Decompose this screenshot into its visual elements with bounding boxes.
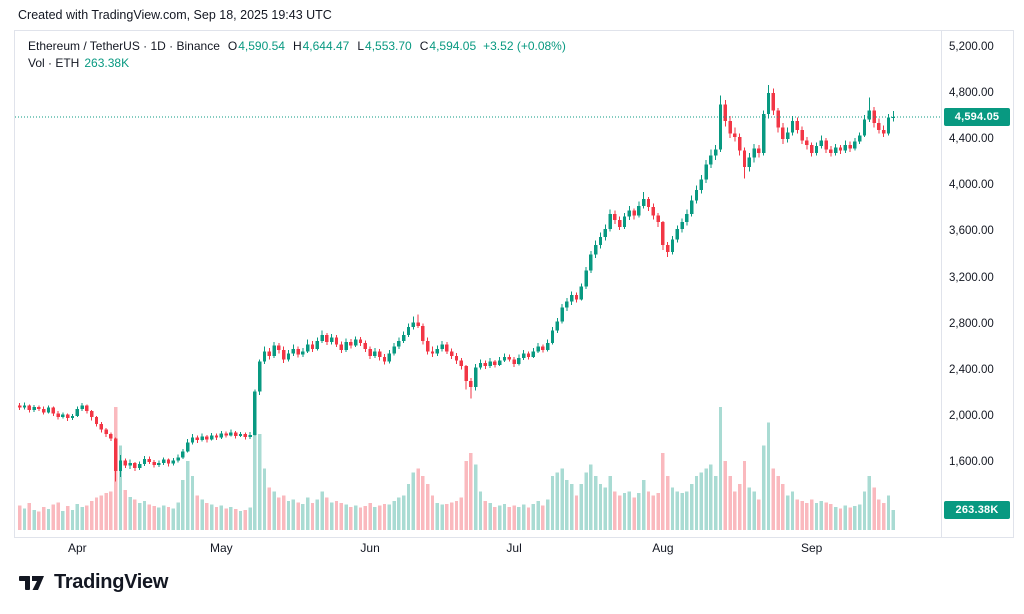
volume-label: Vol · ETH xyxy=(28,56,80,70)
open-label: O xyxy=(227,39,238,53)
price-tick-label: 3,200.00 xyxy=(949,271,994,284)
high-label: H xyxy=(292,39,302,53)
change-value: +3.52 (+0.08%) xyxy=(483,39,566,53)
time-tick-label: Aug xyxy=(652,541,674,555)
footer: TradingView xyxy=(18,569,168,596)
chart-frame: Ethereum / TetherUS · 1D · Binance O4,590… xyxy=(14,30,1014,538)
price-tick-label: 2,400.00 xyxy=(949,363,994,376)
legend-symbol-row: Ethereum / TetherUS · 1D · Binance O4,590… xyxy=(28,38,566,55)
volume-value: 263.38K xyxy=(84,56,130,70)
time-tick-label: May xyxy=(209,541,233,555)
price-tick-label: 2,000.00 xyxy=(949,409,994,422)
price-tick-label: 4,400.00 xyxy=(949,133,994,146)
price-tick-label: 2,800.00 xyxy=(949,317,994,330)
price-axis[interactable]: 4,594.05 263.38K 5,200.00 4,800.00 4,400.0… xyxy=(941,31,1013,537)
price-tick-label: 3,600.00 xyxy=(949,225,994,238)
low-label: L xyxy=(357,39,365,53)
attribution-text: Created with TradingView.com, Sep 18, 20… xyxy=(18,8,332,22)
chart-legend: Ethereum / TetherUS · 1D · Binance O4,590… xyxy=(28,38,566,72)
candlestick-chart[interactable] xyxy=(15,31,941,537)
legend-volume-row: Vol · ETH 263.38K xyxy=(28,55,566,72)
last-price-badge: 4,594.05 xyxy=(944,107,1010,126)
time-axis[interactable]: Apr May Jun Jul Aug Sep xyxy=(14,541,942,557)
time-tick-label: Apr xyxy=(67,541,87,555)
price-tick-label: 1,600.00 xyxy=(949,455,994,468)
candles-layer xyxy=(18,85,895,482)
price-tick-label: 4,000.00 xyxy=(949,179,994,192)
close-value: 4,594.05 xyxy=(429,39,477,53)
time-tick-label: Jun xyxy=(360,541,380,555)
time-tick-label: Sep xyxy=(801,541,823,555)
open-value: 4,590.54 xyxy=(238,39,285,53)
price-tick-label: 4,800.00 xyxy=(949,87,994,100)
low-value: 4,553.70 xyxy=(365,39,412,53)
tradingview-logo-icon[interactable] xyxy=(18,569,45,596)
price-tick-label: 5,200.00 xyxy=(949,41,994,53)
high-value: 4,644.47 xyxy=(302,39,350,53)
symbol-title[interactable]: Ethereum / TetherUS · 1D · Binance xyxy=(28,39,220,53)
volume-layer xyxy=(18,407,895,530)
brand-wordmark[interactable]: TradingView xyxy=(54,571,169,593)
last-volume-badge: 263.38K xyxy=(944,500,1010,519)
time-tick-label: Jul xyxy=(506,541,522,555)
close-label: C xyxy=(419,39,429,53)
